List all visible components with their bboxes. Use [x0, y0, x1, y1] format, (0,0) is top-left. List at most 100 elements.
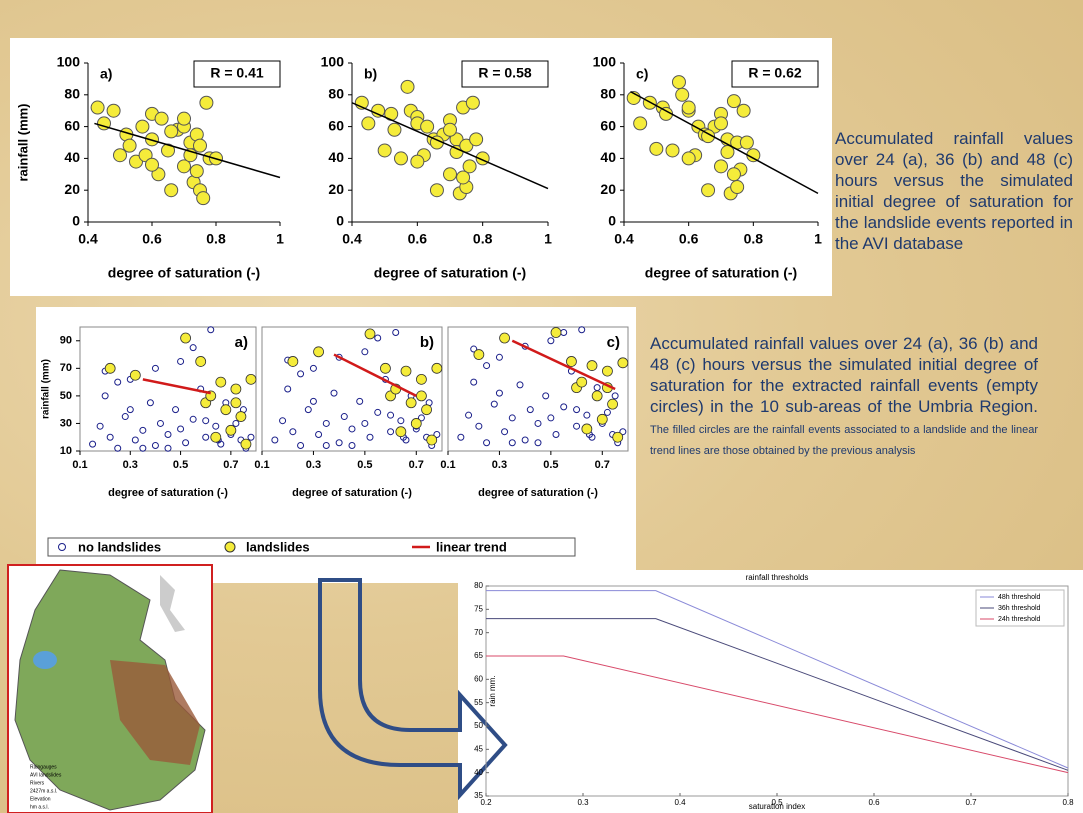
x-tick-label: 0.1	[440, 459, 455, 471]
filled-point	[231, 384, 241, 394]
x-tick-label: 0.6	[408, 231, 428, 247]
paragraph-main: Accumulated rainfall values over 24 (a),…	[650, 334, 1038, 416]
filled-point	[613, 432, 623, 442]
x-tick-label: 1	[276, 231, 284, 247]
map-legend-label: Rivers	[30, 780, 45, 786]
point	[457, 171, 470, 184]
x-tick-label: 0.5	[173, 459, 188, 471]
x-tick-label: 0.3	[306, 459, 321, 471]
filled-point	[288, 356, 298, 366]
x-tick-label: 0.3	[123, 459, 138, 471]
y-tick-label: 80	[474, 581, 483, 590]
y-tick-label: 80	[600, 86, 616, 102]
point	[114, 149, 127, 162]
y-tick-label: 40	[600, 149, 616, 165]
map-lake	[33, 651, 57, 669]
x-tick-label: 0.4	[342, 231, 362, 247]
filled-point	[380, 363, 390, 373]
filled-point	[396, 427, 406, 437]
x-tick-label: 0.8	[206, 231, 226, 247]
map-legend-label: Raingauges	[30, 764, 57, 770]
slide: rainfall (mm)0204060801000.40.60.81degre…	[0, 0, 1083, 813]
point	[200, 96, 213, 109]
filled-point	[411, 418, 421, 428]
legend-label: linear trend	[436, 539, 507, 554]
x-tick-label: 0.7	[965, 798, 977, 807]
point	[666, 144, 679, 157]
filled-point	[432, 363, 442, 373]
filled-point	[314, 347, 324, 357]
x-axis-label: degree of saturation (-)	[645, 265, 797, 281]
point	[727, 95, 740, 108]
legend-label: 48h threshold	[998, 594, 1041, 601]
point	[411, 155, 424, 168]
y-axis-label: rain mm.	[488, 675, 497, 706]
filled-point	[181, 333, 191, 343]
point	[362, 117, 375, 130]
chart-title: rainfall thresholds	[746, 573, 809, 582]
y-tick-label: 65	[474, 651, 483, 660]
map-legend-label: hm a.s.l.	[30, 804, 49, 810]
filled-point	[236, 412, 246, 422]
x-tick-label: 0.8	[1062, 798, 1074, 807]
filled-point	[221, 405, 231, 415]
point	[136, 120, 149, 133]
y-tick-label: 100	[593, 54, 617, 70]
annotation: R = 0.58	[478, 65, 532, 81]
point	[165, 184, 178, 197]
y-tick-label: 30	[60, 417, 72, 429]
filled-point	[401, 366, 411, 376]
filled-point	[226, 425, 236, 435]
y-tick-label: 20	[600, 181, 616, 197]
y-axis-label: rainfall (mm)	[15, 103, 30, 181]
y-tick-label: 50	[60, 390, 72, 402]
point	[123, 139, 136, 152]
y-axis-label: rainfall (mm)	[41, 359, 52, 419]
point	[155, 112, 168, 125]
filled-point	[241, 439, 251, 449]
point	[430, 184, 443, 197]
filled-point	[582, 424, 592, 434]
point	[165, 125, 178, 138]
point	[672, 76, 685, 89]
legend-label: 24h threshold	[998, 616, 1041, 623]
point	[395, 152, 408, 165]
y-tick-label: 40	[328, 149, 344, 165]
x-tick-label: 0.8	[744, 231, 764, 247]
point	[727, 168, 740, 181]
y-tick-label: 55	[474, 698, 483, 707]
point	[444, 123, 457, 136]
x-tick-label: 0.7	[595, 459, 610, 471]
point	[702, 184, 715, 197]
filled-point	[422, 405, 432, 415]
point	[378, 144, 391, 157]
x-tick-label: 0.4	[78, 231, 98, 247]
filled-point	[427, 435, 437, 445]
y-tick-label: 60	[600, 117, 616, 133]
y-tick-label: 10	[60, 445, 72, 457]
paragraph: Accumulated rainfall values over 24 (a),…	[835, 128, 1073, 254]
point	[107, 104, 120, 117]
x-tick-label: 0.1	[254, 459, 269, 471]
x-tick-label: 1	[544, 231, 552, 247]
point	[650, 142, 663, 155]
point	[190, 165, 203, 178]
y-tick-label: 45	[474, 744, 483, 753]
annotation: R = 0.62	[748, 65, 802, 81]
y-tick-label: 60	[64, 117, 80, 133]
filled-point	[365, 329, 375, 339]
filled-point	[592, 391, 602, 401]
x-tick-label: 0.8	[473, 231, 493, 247]
legend-swatch	[225, 542, 235, 552]
point	[146, 158, 159, 171]
paragraph: Accumulated rainfall values over 24 (a),…	[650, 333, 1038, 459]
y-tick-label: 0	[608, 213, 616, 229]
panel-label: a)	[235, 334, 248, 351]
x-tick-label: 0.1	[72, 459, 87, 471]
point	[731, 181, 744, 194]
x-tick-label: 1	[814, 231, 822, 247]
y-tick-label: 0	[72, 213, 80, 229]
panel-label: c)	[636, 66, 648, 82]
point	[470, 133, 483, 146]
y-tick-label: 20	[64, 181, 80, 197]
